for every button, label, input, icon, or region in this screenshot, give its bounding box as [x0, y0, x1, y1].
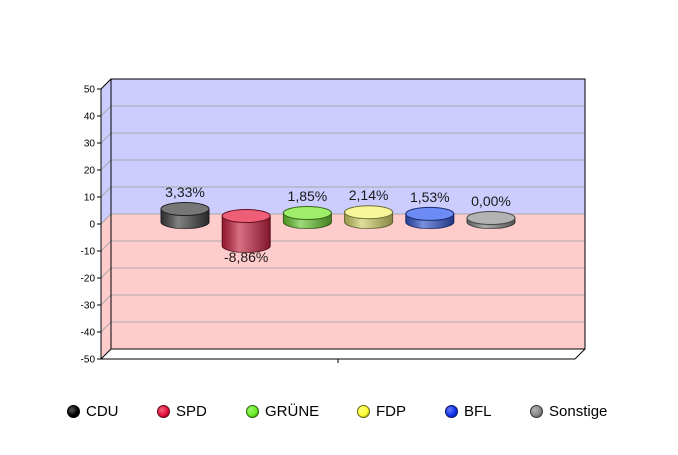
data-label: 2,14%	[349, 187, 389, 203]
frame-edge	[100, 78, 112, 90]
gridline-side	[100, 240, 112, 252]
legend-label: BFL	[464, 402, 492, 420]
gridline-side	[100, 267, 112, 279]
plot-background-positive	[111, 79, 585, 214]
bar-fdp	[344, 205, 394, 229]
legend-item-sonstige: Sonstige	[530, 400, 607, 422]
y-tick-label: 20	[84, 166, 96, 177]
gridline-side	[100, 321, 112, 333]
bar-top	[282, 206, 332, 221]
side-wall-negative	[101, 214, 111, 359]
legend-label: SPD	[176, 402, 207, 420]
back-wall-border	[110, 78, 586, 350]
bar-top	[466, 211, 516, 225]
y-tick-label: 40	[84, 112, 96, 123]
gridline-side	[100, 132, 112, 144]
legend-color-swatch	[357, 404, 370, 418]
legend-color-swatch	[530, 404, 543, 418]
y-tick-label: -50	[81, 355, 96, 366]
gridline-side	[100, 186, 112, 198]
legend-item-bfl: BFL	[445, 400, 492, 422]
bar-shading	[222, 216, 271, 253]
legend-item-spd: SPD	[157, 400, 207, 422]
data-labels: 3,33% -8,86% 1,85% 2,14% 1,53% 0,00%	[165, 184, 511, 265]
legend-item-cdu: CDU	[67, 400, 119, 422]
y-axis-ticks: 50 40 30 20 10 0 -10 -20 -30 -40 -50	[81, 85, 101, 366]
data-label: -8,86%	[224, 249, 268, 265]
bar-bfl	[405, 206, 455, 229]
legend-label: FDP	[376, 402, 406, 420]
legend-color-swatch	[246, 404, 259, 418]
bar-top	[160, 202, 210, 217]
plot-background	[101, 79, 585, 359]
legend-color-swatch	[445, 404, 458, 418]
legend-item-fdp: FDP	[357, 400, 406, 422]
legend-label: GRÜNE	[265, 402, 320, 420]
y-tick-label: 30	[84, 139, 96, 150]
legend-label: CDU	[86, 402, 119, 420]
data-label: 3,33%	[165, 184, 205, 200]
side-wall-positive	[101, 79, 111, 224]
gridline-side	[100, 105, 112, 117]
y-tick-label: -30	[81, 301, 96, 312]
legend: CDU SPD GRÜNE FDP BFL Sonstige	[0, 400, 678, 422]
bars	[160, 202, 516, 253]
data-label: 0,00%	[471, 193, 511, 209]
bar-top	[344, 205, 394, 220]
floor	[101, 349, 585, 359]
frame-edge	[100, 348, 112, 360]
data-label: 1,85%	[288, 188, 328, 204]
data-label: 1,53%	[410, 189, 450, 205]
legend-item-grüne: GRÜNE	[246, 400, 319, 422]
plot-background-negative	[111, 214, 585, 349]
y-tick-label: -10	[81, 247, 96, 258]
bar-spd	[221, 209, 271, 253]
y-tick-label: 50	[84, 85, 96, 96]
gridline-side	[100, 294, 112, 306]
legend-label: Sonstige	[549, 402, 608, 420]
y-tick-label: -40	[81, 328, 96, 339]
bar-top	[221, 209, 271, 223]
y-tick-label: 10	[84, 193, 96, 204]
legend-color-swatch	[67, 404, 80, 418]
bar-grüne	[282, 206, 332, 229]
legend-color-swatch	[157, 404, 170, 418]
gridline-side	[100, 159, 112, 171]
bar-cdu	[160, 202, 210, 229]
gridlines	[100, 105, 585, 333]
y-tick-label: -20	[81, 274, 96, 285]
y-tick-label: 0	[89, 220, 95, 231]
bar-top	[405, 206, 455, 221]
gridline-side	[100, 213, 112, 225]
bar-sonstige	[466, 211, 516, 229]
frame-edge	[574, 348, 586, 360]
